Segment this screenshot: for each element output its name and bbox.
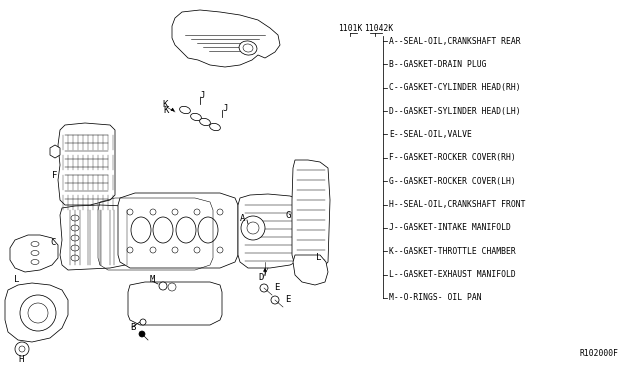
Text: B--GASKET-DRAIN PLUG: B--GASKET-DRAIN PLUG — [389, 60, 486, 69]
Text: C: C — [50, 237, 56, 247]
Circle shape — [172, 209, 178, 215]
Text: A--SEAL-OIL,CRANKSHAFT REAR: A--SEAL-OIL,CRANKSHAFT REAR — [389, 36, 520, 45]
Circle shape — [217, 247, 223, 253]
Polygon shape — [292, 160, 330, 272]
Circle shape — [140, 319, 146, 325]
Ellipse shape — [176, 217, 196, 243]
Text: E: E — [274, 283, 280, 292]
Circle shape — [28, 303, 48, 323]
Ellipse shape — [71, 245, 79, 251]
Text: F: F — [52, 170, 58, 180]
Ellipse shape — [210, 124, 220, 131]
Ellipse shape — [243, 44, 253, 52]
Polygon shape — [60, 205, 130, 270]
Polygon shape — [118, 193, 238, 268]
Circle shape — [159, 282, 167, 290]
Text: M--O-RINGS- OIL PAN: M--O-RINGS- OIL PAN — [389, 294, 482, 302]
Text: C--GASKET-CYLINDER HEAD(RH): C--GASKET-CYLINDER HEAD(RH) — [389, 83, 520, 92]
Circle shape — [194, 247, 200, 253]
Ellipse shape — [31, 241, 39, 247]
Text: H: H — [18, 355, 24, 363]
Text: K--GASKET-THROTTLE CHAMBER: K--GASKET-THROTTLE CHAMBER — [389, 247, 516, 256]
Text: K: K — [162, 99, 168, 109]
Text: E: E — [285, 295, 291, 305]
Polygon shape — [5, 283, 68, 342]
Ellipse shape — [239, 41, 257, 55]
Circle shape — [172, 247, 178, 253]
Circle shape — [247, 222, 259, 234]
Circle shape — [20, 295, 56, 331]
Text: 11042K: 11042K — [364, 23, 393, 32]
Polygon shape — [128, 282, 222, 325]
Text: G: G — [285, 211, 291, 219]
Text: K: K — [163, 106, 168, 115]
Circle shape — [271, 296, 279, 304]
Text: D: D — [258, 273, 264, 282]
Ellipse shape — [71, 255, 79, 261]
Ellipse shape — [71, 215, 79, 221]
Text: L--GASKET-EXHAUST MANIFOLD: L--GASKET-EXHAUST MANIFOLD — [389, 270, 516, 279]
Circle shape — [127, 247, 133, 253]
Ellipse shape — [180, 106, 190, 114]
Text: H--SEAL-OIL,CRANKSHAFT FRONT: H--SEAL-OIL,CRANKSHAFT FRONT — [389, 200, 525, 209]
Text: 1101K: 1101K — [338, 23, 362, 32]
Circle shape — [139, 331, 145, 337]
Ellipse shape — [153, 217, 173, 243]
Circle shape — [260, 284, 268, 292]
Polygon shape — [238, 194, 300, 268]
Polygon shape — [50, 145, 60, 158]
Ellipse shape — [191, 113, 202, 121]
Circle shape — [194, 209, 200, 215]
Text: M: M — [150, 276, 156, 285]
Polygon shape — [10, 235, 58, 272]
Text: A: A — [240, 214, 245, 222]
Ellipse shape — [31, 260, 39, 264]
Text: E--SEAL-OIL,VALVE: E--SEAL-OIL,VALVE — [389, 130, 472, 139]
Ellipse shape — [31, 250, 39, 256]
Circle shape — [241, 216, 265, 240]
Circle shape — [217, 209, 223, 215]
Ellipse shape — [71, 225, 79, 231]
Text: J: J — [199, 90, 204, 99]
Text: J: J — [222, 103, 227, 112]
Text: D--GASKET-SYLINDER HEAD(LH): D--GASKET-SYLINDER HEAD(LH) — [389, 107, 520, 116]
Circle shape — [168, 283, 176, 291]
Text: F--GASKET-ROCKER COVER(RH): F--GASKET-ROCKER COVER(RH) — [389, 153, 516, 162]
Text: R102000F: R102000F — [579, 349, 618, 357]
Text: L: L — [14, 276, 19, 285]
Circle shape — [15, 342, 29, 356]
Polygon shape — [172, 10, 280, 67]
Ellipse shape — [198, 217, 218, 243]
Circle shape — [127, 209, 133, 215]
Text: J--GASKET-INTAKE MANIFOLD: J--GASKET-INTAKE MANIFOLD — [389, 224, 511, 232]
Polygon shape — [296, 195, 315, 268]
Text: G--GASKET-ROCKER COVER(LH): G--GASKET-ROCKER COVER(LH) — [389, 177, 516, 186]
Text: B: B — [130, 324, 136, 333]
Text: L: L — [316, 253, 321, 263]
Polygon shape — [58, 123, 115, 205]
Ellipse shape — [71, 235, 79, 241]
Ellipse shape — [131, 217, 151, 243]
Ellipse shape — [200, 118, 211, 126]
Circle shape — [150, 209, 156, 215]
Polygon shape — [293, 255, 328, 285]
Circle shape — [19, 346, 25, 352]
Circle shape — [150, 247, 156, 253]
